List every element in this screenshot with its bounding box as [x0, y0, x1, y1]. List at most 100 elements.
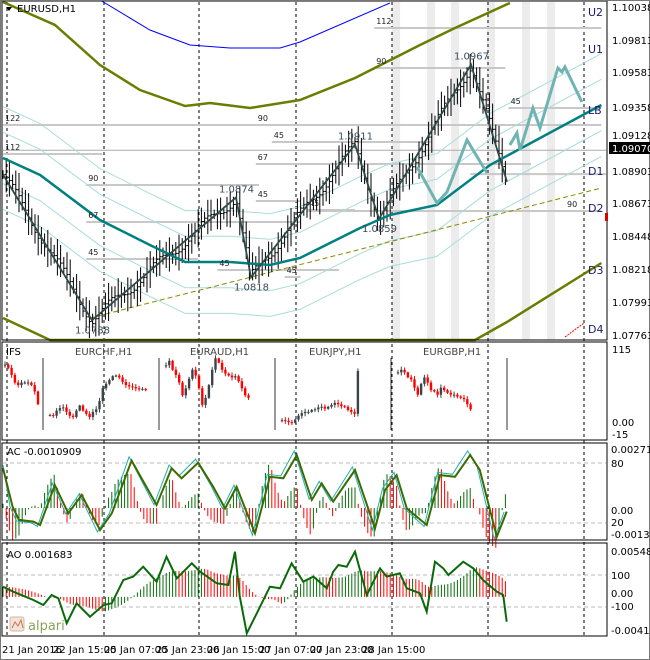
pivot-label-d4: D4 [588, 323, 603, 336]
ifs-candle-body [237, 376, 240, 382]
ifs-candle-body [403, 369, 406, 373]
ac-axis-tick: -0.001331 [611, 530, 650, 541]
price-bar [279, 228, 283, 264]
fib-level-label: 45 [274, 131, 284, 140]
ifs-candle-body [469, 404, 472, 410]
ifs-candle-body [300, 413, 303, 416]
ifs-candle-body [71, 415, 75, 417]
ifs-candle-body [65, 407, 68, 412]
price-tick: 1.08903 [612, 167, 650, 178]
ifs-candle-body [7, 364, 10, 368]
ifs-candle-body [78, 405, 81, 411]
ifs-candle-body [134, 387, 137, 389]
ac-axis-tick: 80 [611, 459, 624, 470]
price-bar [267, 241, 271, 277]
ifs-candle-body [33, 385, 36, 392]
zigzag-line [2, 62, 508, 322]
upper-blue-line [99, 0, 391, 49]
red-trend-line [564, 322, 585, 338]
ac-title: AC -0.0010909 [7, 447, 82, 458]
price-bar [407, 153, 411, 190]
session-shade [547, 2, 555, 340]
price-bar [110, 286, 114, 312]
price-bar [273, 246, 277, 263]
ifs-candle-body [88, 413, 91, 417]
price-bar [331, 162, 335, 195]
fib-level-label: 90 [88, 174, 98, 183]
ifs-candle-body [290, 422, 294, 424]
ifs-candle-body [181, 382, 184, 396]
ifs-candle-body [227, 373, 230, 376]
ifs-candle-body [55, 410, 58, 416]
time-tick: 25 Jan 07:00 [104, 645, 167, 656]
price-tick: 1.09583 [612, 68, 650, 79]
price-tick: 1.07763 [612, 331, 650, 342]
ao-title: AO 0.001683 [7, 550, 72, 561]
ac-axis-tick: 20 [611, 518, 624, 529]
ifs-candle-body [3, 364, 7, 366]
ifs-candle-body [396, 372, 400, 374]
ifs-candle-body [201, 388, 204, 405]
ifs-candle-body [340, 404, 343, 407]
price-bar [68, 259, 72, 297]
price-tick: 1.09358 [612, 103, 650, 114]
price-bar [52, 244, 56, 264]
ifs-candle-body [62, 407, 65, 409]
ifs-candle-body [462, 397, 466, 400]
price-axis[interactable]: 1.10038 1.09813 1.09583 1.09358 1.09128 … [612, 3, 650, 342]
price-bar [455, 78, 459, 105]
ifs-candle-body [280, 420, 284, 422]
ifs-candle-body [310, 409, 313, 412]
ifs-candle-body [330, 404, 333, 407]
fib-level-label: 122 [5, 114, 20, 123]
price-bar [132, 284, 136, 299]
collapse-triangle-icon[interactable] [6, 7, 12, 11]
ifs-candle-body [13, 374, 17, 383]
ifs-candle-body [410, 377, 413, 380]
price-bar [481, 77, 485, 114]
ifs-candle-body [48, 415, 52, 417]
ifs-candle-body [317, 407, 320, 410]
ifs-candle-body [141, 388, 144, 390]
ifs-candle-body [104, 383, 108, 389]
price-bar [414, 156, 418, 174]
price-bar [468, 53, 472, 95]
price-bar [427, 121, 431, 160]
ifs-candle-body [124, 381, 128, 386]
ifs-candle-body [81, 405, 85, 411]
ifs-candle-body [416, 387, 419, 395]
ac-panel-frame [1, 442, 608, 541]
ao-axis-tick: -0.004191 [611, 626, 650, 637]
ifs-candle-body [111, 376, 114, 380]
time-tick: 25 Jan 23:00 [156, 645, 219, 656]
ifs-candle-body [459, 396, 462, 398]
ifs-candle-body [439, 387, 443, 395]
time-axis[interactable]: 21 Jan 2016 22 Jan 15:00 25 Jan 07:00 25… [2, 645, 425, 656]
price-bar [206, 199, 210, 235]
upper-band-line [2, 0, 511, 110]
price-bar [107, 283, 111, 321]
ifs-pair-label: EURJPY,H1 [309, 347, 362, 358]
ao-axis-tick: 0.00 [611, 589, 633, 600]
ifs-candle-body [449, 392, 452, 395]
ifs-pair-label: EURAUD,H1 [190, 347, 249, 358]
ifs-candle-body [406, 372, 410, 378]
pivot-label-d3: D3 [588, 264, 603, 277]
price-bar [65, 252, 69, 291]
ifs-candle-body [307, 411, 310, 413]
time-tick: 27 Jan 23:00 [310, 645, 373, 656]
ifs-candle-body [346, 406, 350, 410]
ifs-candle-body [284, 420, 287, 422]
fib-level-label: 67 [88, 211, 98, 220]
ifs-candle-body [26, 382, 30, 384]
zigzag-price-label: 1.0818 [234, 282, 269, 293]
ifs-candle-body [20, 382, 23, 386]
ifs-candle-body [353, 411, 356, 414]
alpari-logo-mark [11, 618, 24, 629]
time-tick: 26 Jan 15:00 [207, 645, 270, 656]
ifs-candle-body [217, 358, 220, 363]
pivot-label-d2: D2 [588, 202, 603, 215]
ifs-axis-tick: 0.00 [612, 418, 634, 429]
ifs-candle-body [443, 387, 446, 391]
price-bar [420, 136, 424, 173]
